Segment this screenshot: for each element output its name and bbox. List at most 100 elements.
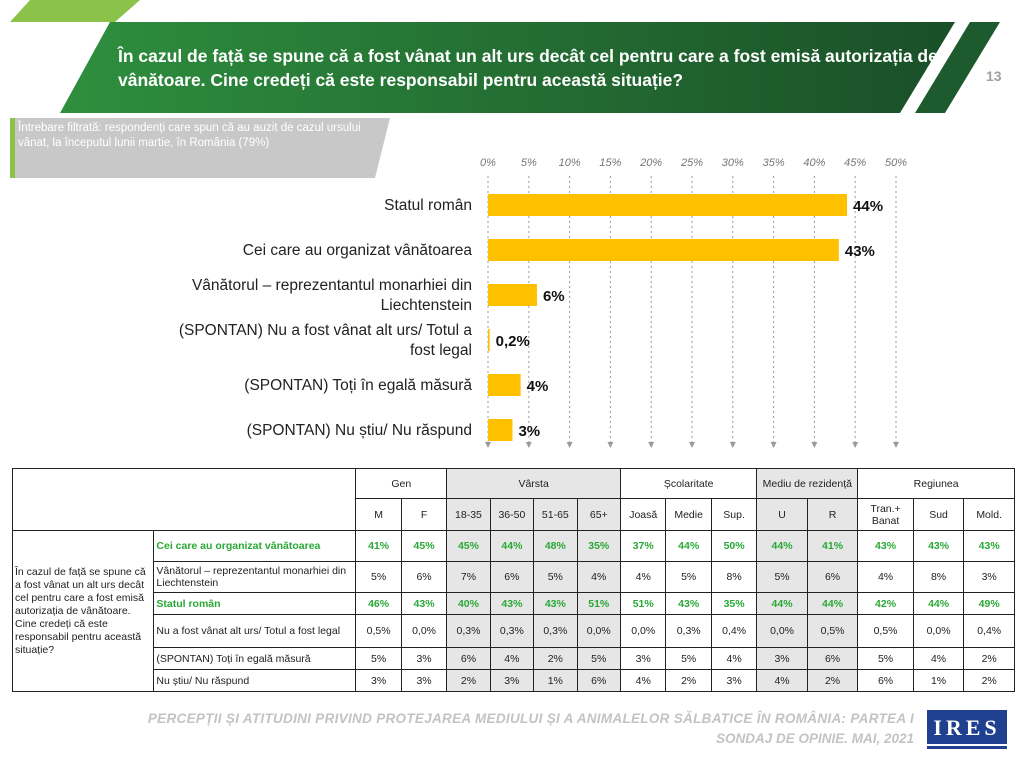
category-label: Vânătorul – reprezentantul monarhiei din <box>192 277 472 294</box>
table-row: Nu știu/ Nu răspund 3% 3% 2% 3% 1% 6% 4% 2% 3% 4% 2… <box>13 669 1015 692</box>
table-cell: 4% <box>912 647 965 670</box>
table-row: (SPONTAN) Toți în egală măsură 5% 3% 6% 4% 2%… <box>13 647 1015 670</box>
table-cell: 6% <box>489 561 535 593</box>
tick-label: 45% <box>844 157 866 169</box>
table-cell: 6% <box>806 561 859 593</box>
table-cell: 0,5% <box>355 614 402 648</box>
table-cell: 6% <box>446 647 491 670</box>
table-cell: 5% <box>756 561 808 593</box>
table-cell: 4% <box>619 561 667 593</box>
table-cell: 0,4% <box>963 614 1015 648</box>
column-header: Joasă <box>619 498 667 531</box>
table-cell: 3% <box>489 669 535 692</box>
group-header-regiunea: Regiunea <box>857 468 1015 499</box>
table-cell: 4% <box>756 669 808 692</box>
filter-note-band <box>10 118 390 178</box>
table-cell: 5% <box>857 647 914 670</box>
row-label: (SPONTAN) Toți în egală măsură <box>153 647 357 670</box>
gridline-arrow <box>485 442 491 448</box>
column-header: Sup. <box>710 498 758 531</box>
table-cell: 44% <box>756 592 808 615</box>
table-cell: 5% <box>576 647 622 670</box>
table-cell: 0,0% <box>576 614 622 648</box>
table-cell: 5% <box>355 561 402 593</box>
table-cell: 41% <box>806 530 859 562</box>
table-cell: 8% <box>710 561 758 593</box>
table-row: Vânătorul – reprezentantul monarhiei din… <box>13 561 1015 593</box>
tick-label: 20% <box>639 157 662 169</box>
gridline-arrow <box>893 442 899 448</box>
table-cell: 6% <box>806 647 859 670</box>
table-cell: 43% <box>400 592 448 615</box>
column-header: 51-65 <box>533 498 578 531</box>
column-header: Sud <box>912 498 965 531</box>
table-cell: 2% <box>963 647 1015 670</box>
tick-label: 5% <box>521 157 537 169</box>
table-cell: 5% <box>665 647 712 670</box>
table-cell: 43% <box>489 592 535 615</box>
gridline-arrow <box>566 442 573 448</box>
row-label: Statul român <box>153 592 357 615</box>
column-header: F <box>400 498 448 531</box>
group-header-mediu: Mediu de rezidență <box>756 468 859 499</box>
row-label: Vânătorul – reprezentantul monarhiei din… <box>153 561 357 593</box>
category-label: Cei care au organizat vânătoarea <box>243 242 473 259</box>
gridline-arrow <box>525 442 532 448</box>
gridline-arrow <box>729 442 736 448</box>
table-cell: 2% <box>665 669 712 692</box>
table-cell: 0,0% <box>912 614 965 648</box>
table-cell: 43% <box>533 592 578 615</box>
data-label: 3% <box>518 423 540 440</box>
table-cell: 2% <box>963 669 1015 692</box>
bar <box>488 419 513 441</box>
column-header: Medie <box>665 498 712 531</box>
table-cell: 2% <box>533 647 578 670</box>
header-accent-stripe <box>10 0 140 22</box>
category-label: Statul român <box>384 197 472 214</box>
table-row: Statul român 46% 43% 40% 43% 43% 51% 51% 43% 35% 4… <box>13 592 1015 615</box>
data-label: 44% <box>853 198 883 215</box>
table-cell: 44% <box>756 530 808 562</box>
table-cell: 44% <box>806 592 859 615</box>
table-cell: 8% <box>912 561 965 593</box>
category-label: (SPONTAN) Nu știu/ Nu răspund <box>247 422 472 439</box>
table-cell: 6% <box>576 669 622 692</box>
column-header: Mold. <box>963 498 1015 531</box>
tick-label: 50% <box>885 157 907 169</box>
table-cell: 2% <box>446 669 491 692</box>
table-cell: 44% <box>489 530 535 562</box>
table-cell: 0,5% <box>806 614 859 648</box>
bar <box>488 284 537 306</box>
table-cell: 43% <box>665 592 712 615</box>
page-title: În cazul de față se spune că a fost vâna… <box>118 46 938 90</box>
filter-note-text: Întrebare filtrată: respondenți care spu… <box>18 122 361 149</box>
bar <box>488 194 848 216</box>
footer-title: PERCEPȚII ȘI ATITUDINI PRIVIND PROTEJARE… <box>147 711 914 726</box>
header-slash-decoration <box>915 22 1000 113</box>
bar <box>488 374 521 396</box>
table-cell: 0,0% <box>756 614 808 648</box>
table-cell: 35% <box>710 592 758 615</box>
row-label: Cei care au organizat vânătoarea <box>153 530 357 562</box>
table-cell: 43% <box>912 530 965 562</box>
gridline-arrow <box>852 442 859 448</box>
table-cell: 44% <box>665 530 712 562</box>
category-label: (SPONTAN) Nu a fost vânat alt urs/ Totul… <box>179 322 473 339</box>
table-cell: 4% <box>857 561 914 593</box>
tick-label: 30% <box>722 157 744 169</box>
category-label: fost legal <box>410 342 472 359</box>
column-header: Tran.+ Banat <box>857 498 914 531</box>
table-corner <box>11 468 357 531</box>
gridline-arrow <box>648 442 655 448</box>
table-cell: 43% <box>857 530 914 562</box>
table-cell: 48% <box>533 530 578 562</box>
header-banner <box>10 0 1000 113</box>
data-label: 43% <box>845 243 875 260</box>
table-cell: 6% <box>400 561 448 593</box>
data-label: 4% <box>527 378 549 395</box>
table-cell: 45% <box>400 530 448 562</box>
table-cell: 5% <box>355 647 402 670</box>
gridline-arrow <box>607 442 614 448</box>
table-cell: 0,3% <box>489 614 535 648</box>
table-cell: 51% <box>619 592 667 615</box>
